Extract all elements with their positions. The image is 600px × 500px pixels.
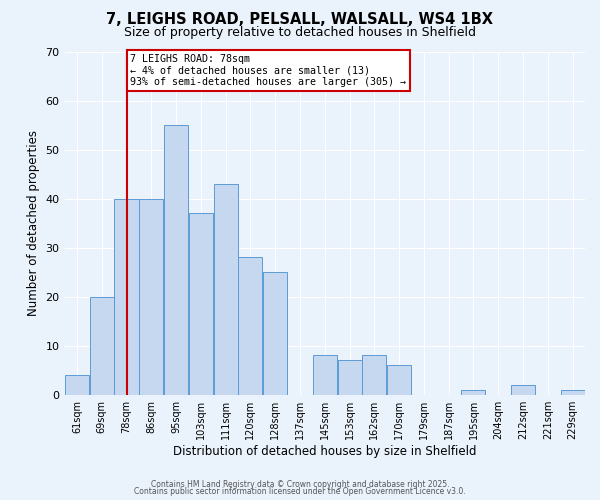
Bar: [189, 214, 213, 394]
Text: Contains public sector information licensed under the Open Government Licence v3: Contains public sector information licen…: [134, 488, 466, 496]
Text: 7, LEIGHS ROAD, PELSALL, WALSALL, WS4 1BX: 7, LEIGHS ROAD, PELSALL, WALSALL, WS4 1B…: [107, 12, 493, 28]
Bar: [139, 198, 163, 394]
Bar: [238, 258, 262, 394]
Bar: [461, 390, 485, 394]
Text: Size of property relative to detached houses in Shelfield: Size of property relative to detached ho…: [124, 26, 476, 39]
Bar: [338, 360, 362, 394]
Bar: [511, 385, 535, 394]
X-axis label: Distribution of detached houses by size in Shelfield: Distribution of detached houses by size …: [173, 444, 476, 458]
Bar: [164, 125, 188, 394]
Bar: [65, 375, 89, 394]
Bar: [313, 356, 337, 395]
Bar: [560, 390, 584, 394]
Bar: [115, 198, 139, 394]
Bar: [89, 296, 114, 394]
Bar: [263, 272, 287, 394]
Bar: [387, 366, 411, 394]
Y-axis label: Number of detached properties: Number of detached properties: [27, 130, 40, 316]
Text: Contains HM Land Registry data © Crown copyright and database right 2025.: Contains HM Land Registry data © Crown c…: [151, 480, 449, 489]
Bar: [214, 184, 238, 394]
Bar: [362, 356, 386, 395]
Text: 7 LEIGHS ROAD: 78sqm
← 4% of detached houses are smaller (13)
93% of semi-detach: 7 LEIGHS ROAD: 78sqm ← 4% of detached ho…: [130, 54, 406, 87]
